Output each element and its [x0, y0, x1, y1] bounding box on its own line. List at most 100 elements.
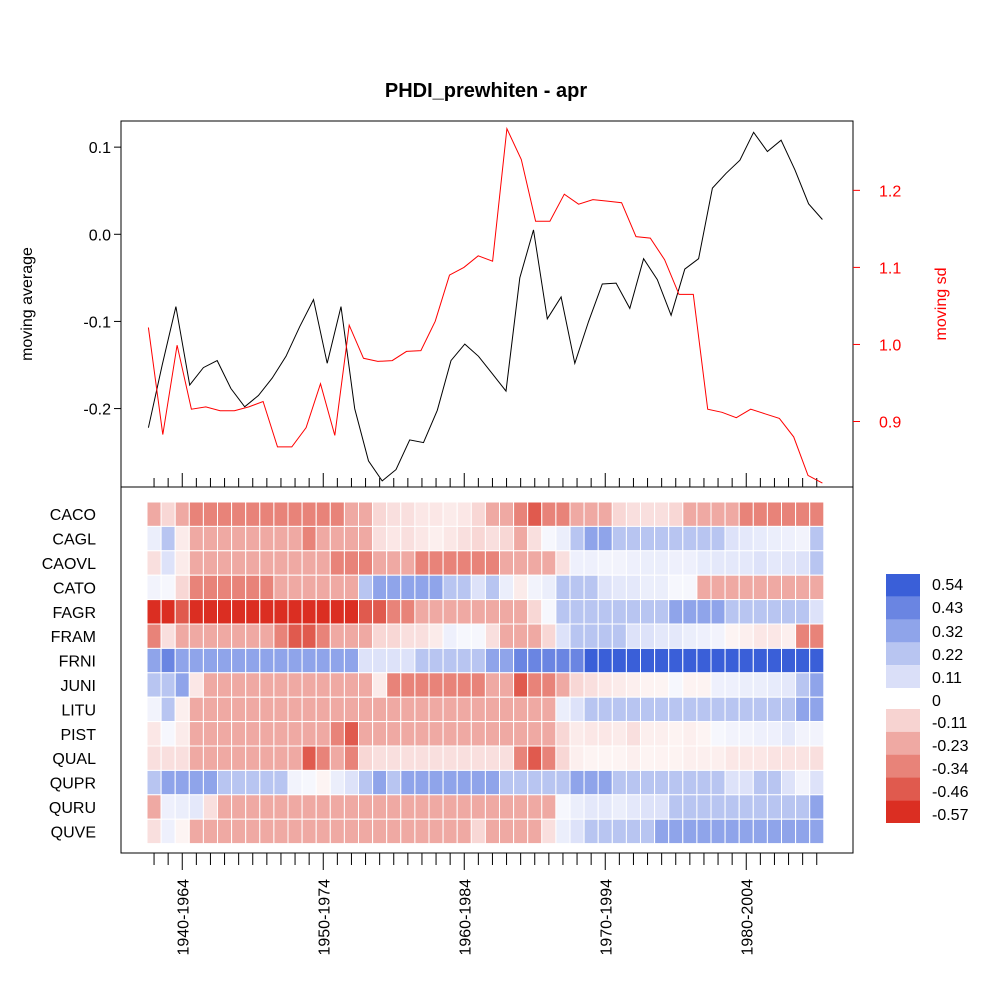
heatmap-cell	[513, 574, 529, 601]
heatmap-cell	[343, 769, 359, 796]
heatmap-cell	[640, 745, 656, 771]
heatmap-row-label: FRNI	[59, 654, 96, 671]
heatmap-cell	[343, 574, 359, 601]
heatmap-cell	[358, 818, 374, 845]
heatmap-cell	[724, 574, 740, 601]
heatmap-cell	[188, 550, 204, 576]
heatmap-cell	[682, 574, 698, 601]
heatmap-cell	[654, 599, 670, 625]
heatmap-cell	[696, 525, 712, 552]
heatmap-cell	[245, 599, 261, 625]
heatmap-cell	[231, 672, 247, 698]
heatmap-cell	[259, 647, 275, 674]
heatmap-cell	[724, 794, 740, 820]
legend-swatch	[886, 596, 920, 620]
heatmap-cell	[738, 574, 754, 601]
heatmap-cell	[513, 769, 529, 796]
heatmap-cell	[343, 696, 359, 723]
heatmap-cell	[428, 647, 444, 674]
heatmap-cell	[386, 501, 402, 527]
heatmap-cell	[569, 525, 585, 552]
heatmap-cell	[358, 525, 374, 552]
heatmap-cell	[555, 501, 571, 527]
heatmap-cell	[583, 794, 599, 820]
right-tick-label: 1.2	[879, 183, 901, 200]
heatmap-cell	[470, 672, 486, 698]
heatmap-cell	[710, 769, 726, 796]
heatmap-cell	[202, 672, 218, 698]
moving-average-line	[147, 131, 823, 482]
heatmap-cell	[682, 550, 698, 576]
heatmap-cell	[541, 745, 557, 771]
heatmap-cell	[654, 794, 670, 820]
heatmap-cell	[527, 794, 543, 820]
heatmap-cell	[372, 525, 388, 552]
heatmap-cell	[724, 550, 740, 576]
legend-swatch	[886, 731, 920, 755]
heatmap-cell	[329, 574, 345, 601]
heatmap-cell	[343, 550, 359, 576]
heatmap-cell	[400, 769, 416, 796]
heatmap-cell	[654, 574, 670, 601]
heatmap-cell	[245, 794, 261, 820]
heatmap-cell	[611, 647, 627, 674]
heatmap-cell	[738, 623, 754, 649]
heatmap-cell	[329, 501, 345, 527]
heatmap-cell	[625, 525, 642, 552]
heatmap-cell	[273, 721, 289, 747]
heatmap-cell	[597, 501, 613, 527]
heatmap-cell	[766, 794, 783, 820]
heatmap-cell	[442, 525, 458, 552]
top-panel-frame	[120, 120, 854, 488]
heatmap-cell	[710, 501, 726, 527]
heatmap-cell	[668, 721, 684, 747]
heatmap-cell	[668, 672, 684, 698]
heatmap-cell	[301, 574, 317, 601]
heatmap-cell	[259, 769, 275, 796]
heatmap-cell	[428, 696, 444, 723]
legend-label: 0.54	[932, 577, 963, 594]
heatmap-cell	[217, 721, 233, 747]
heatmap-cell	[231, 745, 247, 771]
heatmap-cell	[499, 525, 515, 552]
heatmap-cell	[668, 745, 684, 771]
heatmap-cell	[287, 501, 303, 527]
heatmap-cell	[231, 647, 247, 674]
heatmap-cell	[625, 574, 642, 601]
heatmap-cell	[329, 769, 345, 796]
heatmap-cell	[583, 501, 599, 527]
heatmap-cell	[499, 501, 515, 527]
legend-label: 0.22	[932, 647, 963, 664]
heatmap-cell	[358, 623, 374, 649]
heatmap-cell	[569, 745, 585, 771]
heatmap-cell	[781, 599, 797, 625]
heatmap-cell	[202, 550, 218, 576]
heatmap-cell	[231, 696, 247, 723]
heatmap-cell	[752, 550, 768, 576]
heatmap-cell	[597, 672, 613, 698]
heatmap-cell	[696, 599, 712, 625]
heatmap-cell	[640, 647, 656, 674]
heatmap-cell	[160, 550, 176, 576]
right-tick-label: 0.9	[879, 415, 901, 432]
heatmap-cell	[766, 574, 783, 601]
heatmap-cell	[781, 696, 797, 723]
heatmap-cell	[809, 599, 825, 625]
heatmap-cell	[174, 721, 190, 747]
heatmap-cell	[315, 672, 331, 698]
heatmap-cell	[202, 818, 218, 845]
heatmap-cell	[287, 794, 303, 820]
heatmap-cell	[160, 769, 176, 796]
heatmap-cell	[315, 525, 331, 552]
line-series	[147, 126, 823, 484]
heatmap-cell	[160, 623, 176, 649]
heatmap-cell	[174, 794, 190, 820]
heatmap-cell	[456, 745, 472, 771]
heatmap-cell	[527, 647, 543, 674]
heatmap-cell	[781, 794, 797, 820]
heatmap-cell	[386, 745, 402, 771]
heatmap-cell	[160, 818, 176, 845]
heatmap-cell	[386, 794, 402, 820]
heatmap-cell	[428, 745, 444, 771]
heatmap-cell	[442, 794, 458, 820]
